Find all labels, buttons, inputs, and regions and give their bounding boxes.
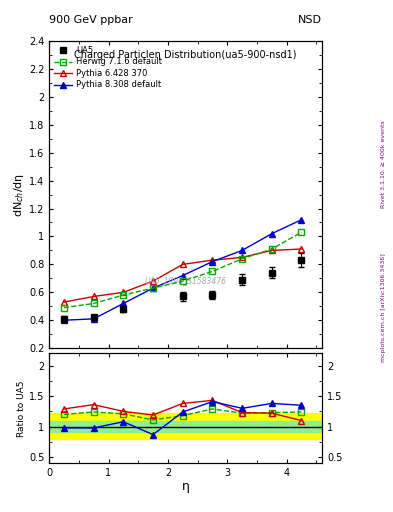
Text: 900 GeV ppbar: 900 GeV ppbar (49, 15, 133, 26)
Pythia 8.308 default (121, 301, 126, 307)
Pythia 6.428 370 (210, 257, 215, 263)
Herwig 7.1.6 default (180, 278, 185, 284)
Pythia 6.428 370 (121, 289, 126, 295)
Pythia 6.428 370 (62, 299, 66, 305)
Pythia 6.428 370 (299, 246, 304, 252)
Herwig 7.1.6 default (210, 268, 215, 274)
Herwig 7.1.6 default (62, 305, 66, 311)
Herwig 7.1.6 default (151, 285, 155, 291)
Text: Rivet 3.1.10, ≥ 400k events: Rivet 3.1.10, ≥ 400k events (381, 120, 386, 208)
Y-axis label: Ratio to UA5: Ratio to UA5 (17, 380, 26, 437)
Pythia 6.428 370 (91, 293, 96, 300)
Herwig 7.1.6 default (299, 229, 304, 236)
Pythia 8.308 default (240, 247, 244, 253)
X-axis label: η: η (182, 480, 190, 493)
Pythia 8.308 default (91, 316, 96, 322)
Pythia 6.428 370 (180, 261, 185, 267)
Y-axis label: dN$_{ch}$/dη: dN$_{ch}$/dη (12, 173, 26, 217)
Text: UA5_1996_S1583476: UA5_1996_S1583476 (145, 276, 227, 285)
Pythia 6.428 370 (151, 278, 155, 284)
Herwig 7.1.6 default (91, 301, 96, 307)
Pythia 8.308 default (151, 285, 155, 291)
Pythia 8.308 default (299, 217, 304, 223)
Herwig 7.1.6 default (270, 246, 274, 252)
Pythia 8.308 default (62, 317, 66, 323)
Text: mcplots.cern.ch [arXiv:1306.3436]: mcplots.cern.ch [arXiv:1306.3436] (381, 253, 386, 361)
Pythia 6.428 370 (240, 254, 244, 261)
Herwig 7.1.6 default (121, 292, 126, 298)
Pythia 8.308 default (270, 230, 274, 237)
Line: Pythia 6.428 370: Pythia 6.428 370 (61, 246, 304, 305)
Line: Herwig 7.1.6 default: Herwig 7.1.6 default (61, 229, 304, 310)
Pythia 8.308 default (180, 272, 185, 279)
Line: Pythia 8.308 default: Pythia 8.308 default (61, 217, 304, 323)
Pythia 6.428 370 (270, 247, 274, 253)
Legend: UA5, Herwig 7.1.6 default, Pythia 6.428 370, Pythia 8.308 default: UA5, Herwig 7.1.6 default, Pythia 6.428 … (52, 45, 163, 91)
Text: NSD: NSD (298, 15, 322, 26)
Herwig 7.1.6 default (240, 255, 244, 262)
Text: Charged Particleη Distribution(ua5-900-nsd1): Charged Particleη Distribution(ua5-900-n… (74, 50, 297, 60)
Pythia 8.308 default (210, 259, 215, 265)
